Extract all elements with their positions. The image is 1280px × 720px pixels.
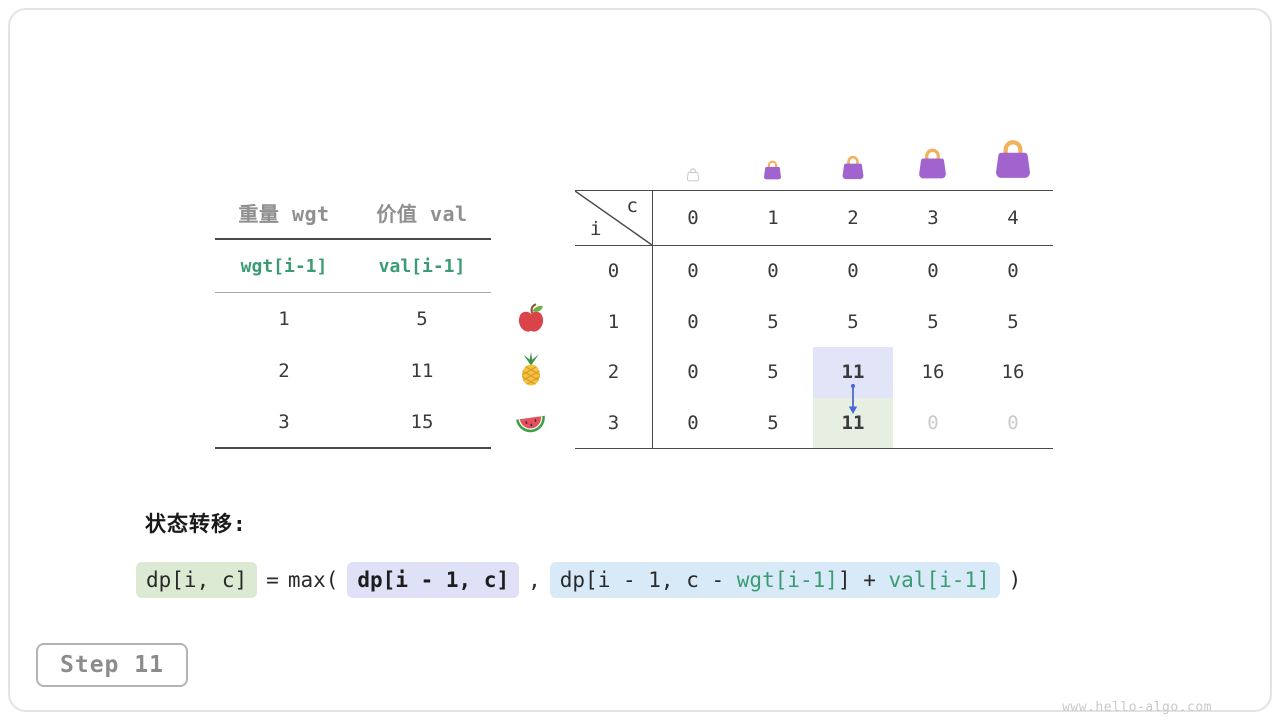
item-table-cell: 1: [278, 308, 290, 330]
item-table-cell: 11: [410, 359, 434, 382]
formula-arg2-wgt: wgt[i-1]: [736, 568, 838, 592]
dp-cell: 0: [687, 310, 699, 333]
formula-arg2-mid: ] +: [837, 568, 889, 592]
formula-max-open: max(: [287, 568, 339, 593]
bag-icon-capacity-3: [916, 146, 949, 181]
item-table-cell: 2: [278, 359, 290, 382]
dp-col-header: 1: [733, 191, 813, 246]
dp-cell: 0: [847, 260, 859, 283]
formula-lhs: dp[i, c]: [136, 562, 258, 599]
item-table-header-weight: 重量 wgt: [215, 186, 353, 240]
watermelon-icon: [514, 405, 548, 439]
item-table-cell: 15: [410, 410, 434, 433]
arrow-down-icon: [846, 383, 860, 415]
state-transition-label: 状态转移:: [145, 512, 247, 536]
dp-row-header: 2: [575, 347, 653, 398]
dp-col-header: 3: [893, 191, 973, 246]
dp-col-header: 2: [813, 191, 893, 246]
dp-table-corner: c i: [575, 191, 653, 246]
dp-col-header: 4: [973, 191, 1053, 246]
formula-arg2-val: val[i-1]: [888, 568, 990, 592]
apple-icon: [514, 302, 548, 336]
bag-icon-capacity-2: [840, 154, 866, 181]
dp-cell: 0: [767, 260, 779, 283]
dp-cell: 0: [687, 411, 699, 434]
formula-equals: =: [266, 568, 279, 593]
step-badge: Step 11: [36, 643, 188, 687]
pineapple-icon: [514, 350, 548, 388]
dp-cell: 5: [767, 411, 779, 434]
dp-row-header: 3: [575, 397, 653, 448]
item-table-cell: 3: [278, 410, 290, 433]
bag-icon-capacity-0: [686, 167, 700, 182]
bag-icon-capacity-4: [992, 137, 1034, 181]
formula-arg2: dp[i - 1, c - wgt[i-1]] + val[i-1]: [549, 562, 1000, 599]
state-transition-formula: dp[i, c] = max( dp[i - 1, c] , dp[i - 1,…: [136, 562, 1022, 599]
item-table-cell: 5: [416, 308, 428, 330]
dp-cell: 16: [921, 361, 945, 384]
dp-row-header: 0: [575, 246, 653, 297]
formula-comma: ,: [528, 568, 541, 593]
dp-table: c i 0 1 2 3 4 0 0 0 0 0 0 1 0 5 5 5 5 2 …: [575, 190, 1053, 449]
dp-cell: 0: [927, 260, 939, 283]
dp-cell: 5: [1007, 310, 1019, 333]
bag-icon-capacity-1: [762, 159, 783, 181]
dp-cell: 16: [1001, 361, 1025, 384]
dp-cell: 0: [687, 260, 699, 283]
watermark: www.hello-algo.com: [1062, 700, 1212, 715]
item-table-header-value: 价值 val: [353, 186, 491, 240]
dp-cell: 0: [1007, 260, 1019, 283]
corner-col-label: c: [626, 195, 638, 217]
dp-cell: 5: [927, 310, 939, 333]
dp-cell: 0: [687, 361, 699, 384]
dp-cell: 0: [927, 411, 939, 434]
dp-cell: 5: [847, 310, 859, 333]
formula-arg2-prefix: dp[i - 1, c -: [559, 568, 737, 592]
formula-arg1: dp[i - 1, c]: [347, 562, 520, 599]
item-table-symbol-wgt: wgt[i-1]: [215, 240, 353, 293]
dp-row-header: 1: [575, 296, 653, 347]
item-table-symbol-val: val[i-1]: [353, 240, 491, 293]
item-table: 重量 wgt 价值 val wgt[i-1] val[i-1] 1 5 2 11…: [215, 186, 491, 449]
dp-col-header: 0: [653, 191, 733, 246]
dp-cell: 0: [1007, 411, 1019, 434]
dp-cell: 5: [767, 310, 779, 333]
corner-row-label: i: [590, 218, 602, 240]
formula-close: ): [1008, 568, 1022, 593]
dp-cell: 5: [767, 361, 779, 384]
